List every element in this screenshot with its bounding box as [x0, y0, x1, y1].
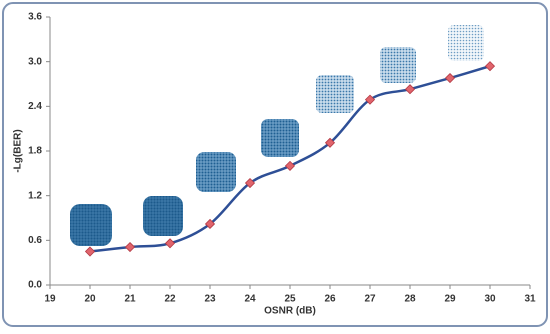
- x-tick-label: 27: [364, 294, 376, 305]
- x-tick-label: 22: [164, 294, 176, 305]
- y-axis-label: -Lg(BER): [13, 129, 24, 172]
- y-tick-label: 1.2: [28, 190, 42, 201]
- x-tick-label: 19: [44, 294, 56, 305]
- data-point: [124, 241, 136, 253]
- x-tick-label: 23: [204, 294, 216, 305]
- data-point: [164, 238, 176, 249]
- constellation: [196, 152, 236, 192]
- x-tick-label: 25: [284, 294, 296, 305]
- constellation: [380, 47, 416, 83]
- y-tick-label: 3.0: [28, 56, 42, 67]
- y-tick-label: 3.6: [28, 12, 42, 23]
- constellation: [448, 25, 484, 61]
- constellation: [316, 75, 354, 113]
- data-point: [284, 160, 296, 171]
- x-tick-label: 21: [124, 294, 136, 305]
- x-tick-label: 20: [84, 294, 96, 305]
- x-tick-label: 24: [244, 294, 256, 305]
- x-tick-label: 29: [444, 294, 456, 305]
- x-axis-label: OSNR (dB): [264, 306, 316, 317]
- y-tick-label: 1.8: [28, 146, 42, 157]
- x-tick-label: 30: [484, 294, 496, 305]
- data-point: [404, 84, 416, 95]
- data-point: [84, 246, 96, 257]
- y-tick-label: 0.6: [28, 235, 42, 246]
- y-tick-label: 0.0: [28, 280, 42, 291]
- data-point: [484, 61, 496, 72]
- data-point: [444, 72, 456, 84]
- constellation: [261, 119, 299, 157]
- y-tick-label: 2.4: [28, 101, 42, 112]
- constellation: [70, 204, 112, 246]
- data-point: [204, 218, 216, 230]
- x-tick-label: 26: [324, 294, 336, 305]
- constellation: [143, 196, 183, 236]
- data-point: [244, 177, 256, 189]
- constellations: [70, 25, 484, 246]
- data-point: [324, 137, 336, 148]
- x-tick-label: 31: [524, 294, 536, 305]
- x-tick-label: 28: [404, 294, 416, 305]
- data-point: [364, 94, 376, 105]
